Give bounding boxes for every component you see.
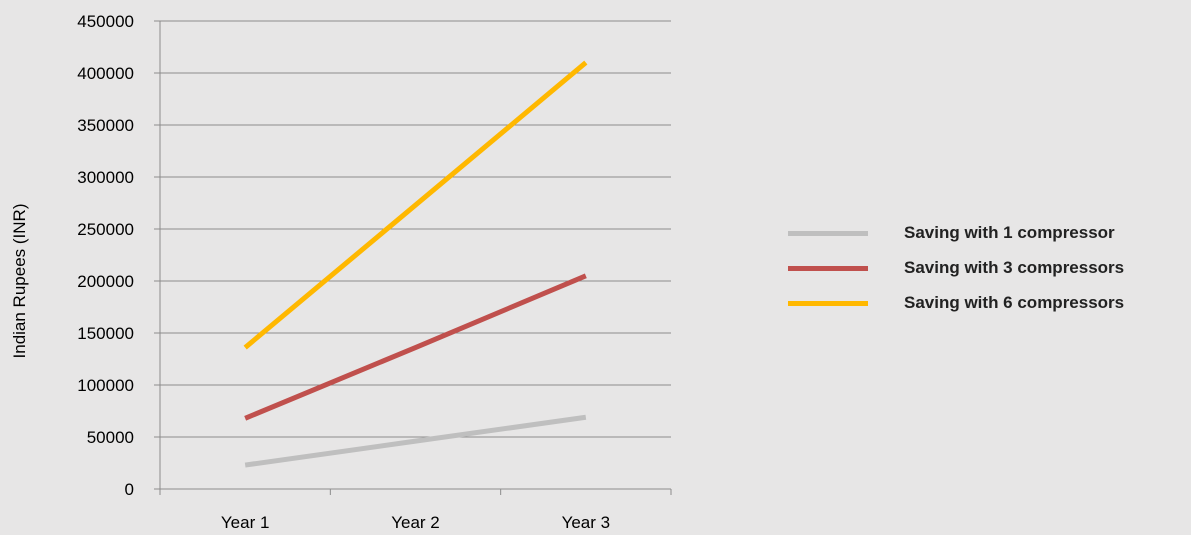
x-tick-label-3: Year 3 — [562, 513, 611, 532]
y-tick-label-0: 0 — [125, 480, 134, 499]
legend: Saving with 1 compressor Saving with 3 c… — [788, 220, 1124, 325]
y-tick-label-450000: 450000 — [77, 12, 134, 31]
legend-label-6-compressors: Saving with 6 compressors — [904, 293, 1125, 312]
x-tick-label-1: Year 1 — [221, 513, 270, 532]
y-tick-labels: 0 50000 100000 150000 200000 250000 300000 3500… — [77, 12, 134, 499]
legend-swatch-1-compressor — [788, 230, 868, 236]
y-tick-label-50000: 50000 — [87, 428, 134, 447]
axes — [154, 20, 672, 495]
y-tick-label-400000: 400000 — [77, 64, 134, 83]
legend-item-6-compressors: Saving with 6 compressors — [788, 290, 1124, 316]
y-tick-label-100000: 100000 — [77, 376, 134, 395]
x-tick-label-2: Year 2 — [391, 513, 440, 532]
y-tick-label-250000: 250000 — [77, 220, 134, 239]
legend-item-3-compressors: Saving with 3 compressors — [788, 255, 1124, 281]
y-tick-label-300000: 300000 — [77, 168, 134, 187]
series-line-2 — [244, 273, 587, 421]
y-tick-label-150000: 150000 — [77, 324, 134, 343]
legend-swatch-3-compressors — [788, 265, 868, 271]
series-lines — [243, 60, 588, 468]
y-tick-label-350000: 350000 — [77, 116, 134, 135]
y-tick-label-200000: 200000 — [77, 272, 134, 291]
gridlines — [160, 20, 671, 438]
legend-label-3-compressors: Saving with 3 compressors — [904, 258, 1125, 277]
x-tick-labels: Year 1 Year 2 Year 3 — [221, 513, 610, 532]
y-axis-title: Indian Rupees (INR) — [10, 204, 29, 359]
legend-item-1-compressor: Saving with 1 compressor — [788, 220, 1124, 246]
legend-label-1-compressor: Saving with 1 compressor — [904, 223, 1115, 242]
legend-swatch-6-compressors — [788, 300, 868, 306]
series-line-3 — [243, 60, 588, 350]
series-line-1 — [244, 414, 587, 468]
